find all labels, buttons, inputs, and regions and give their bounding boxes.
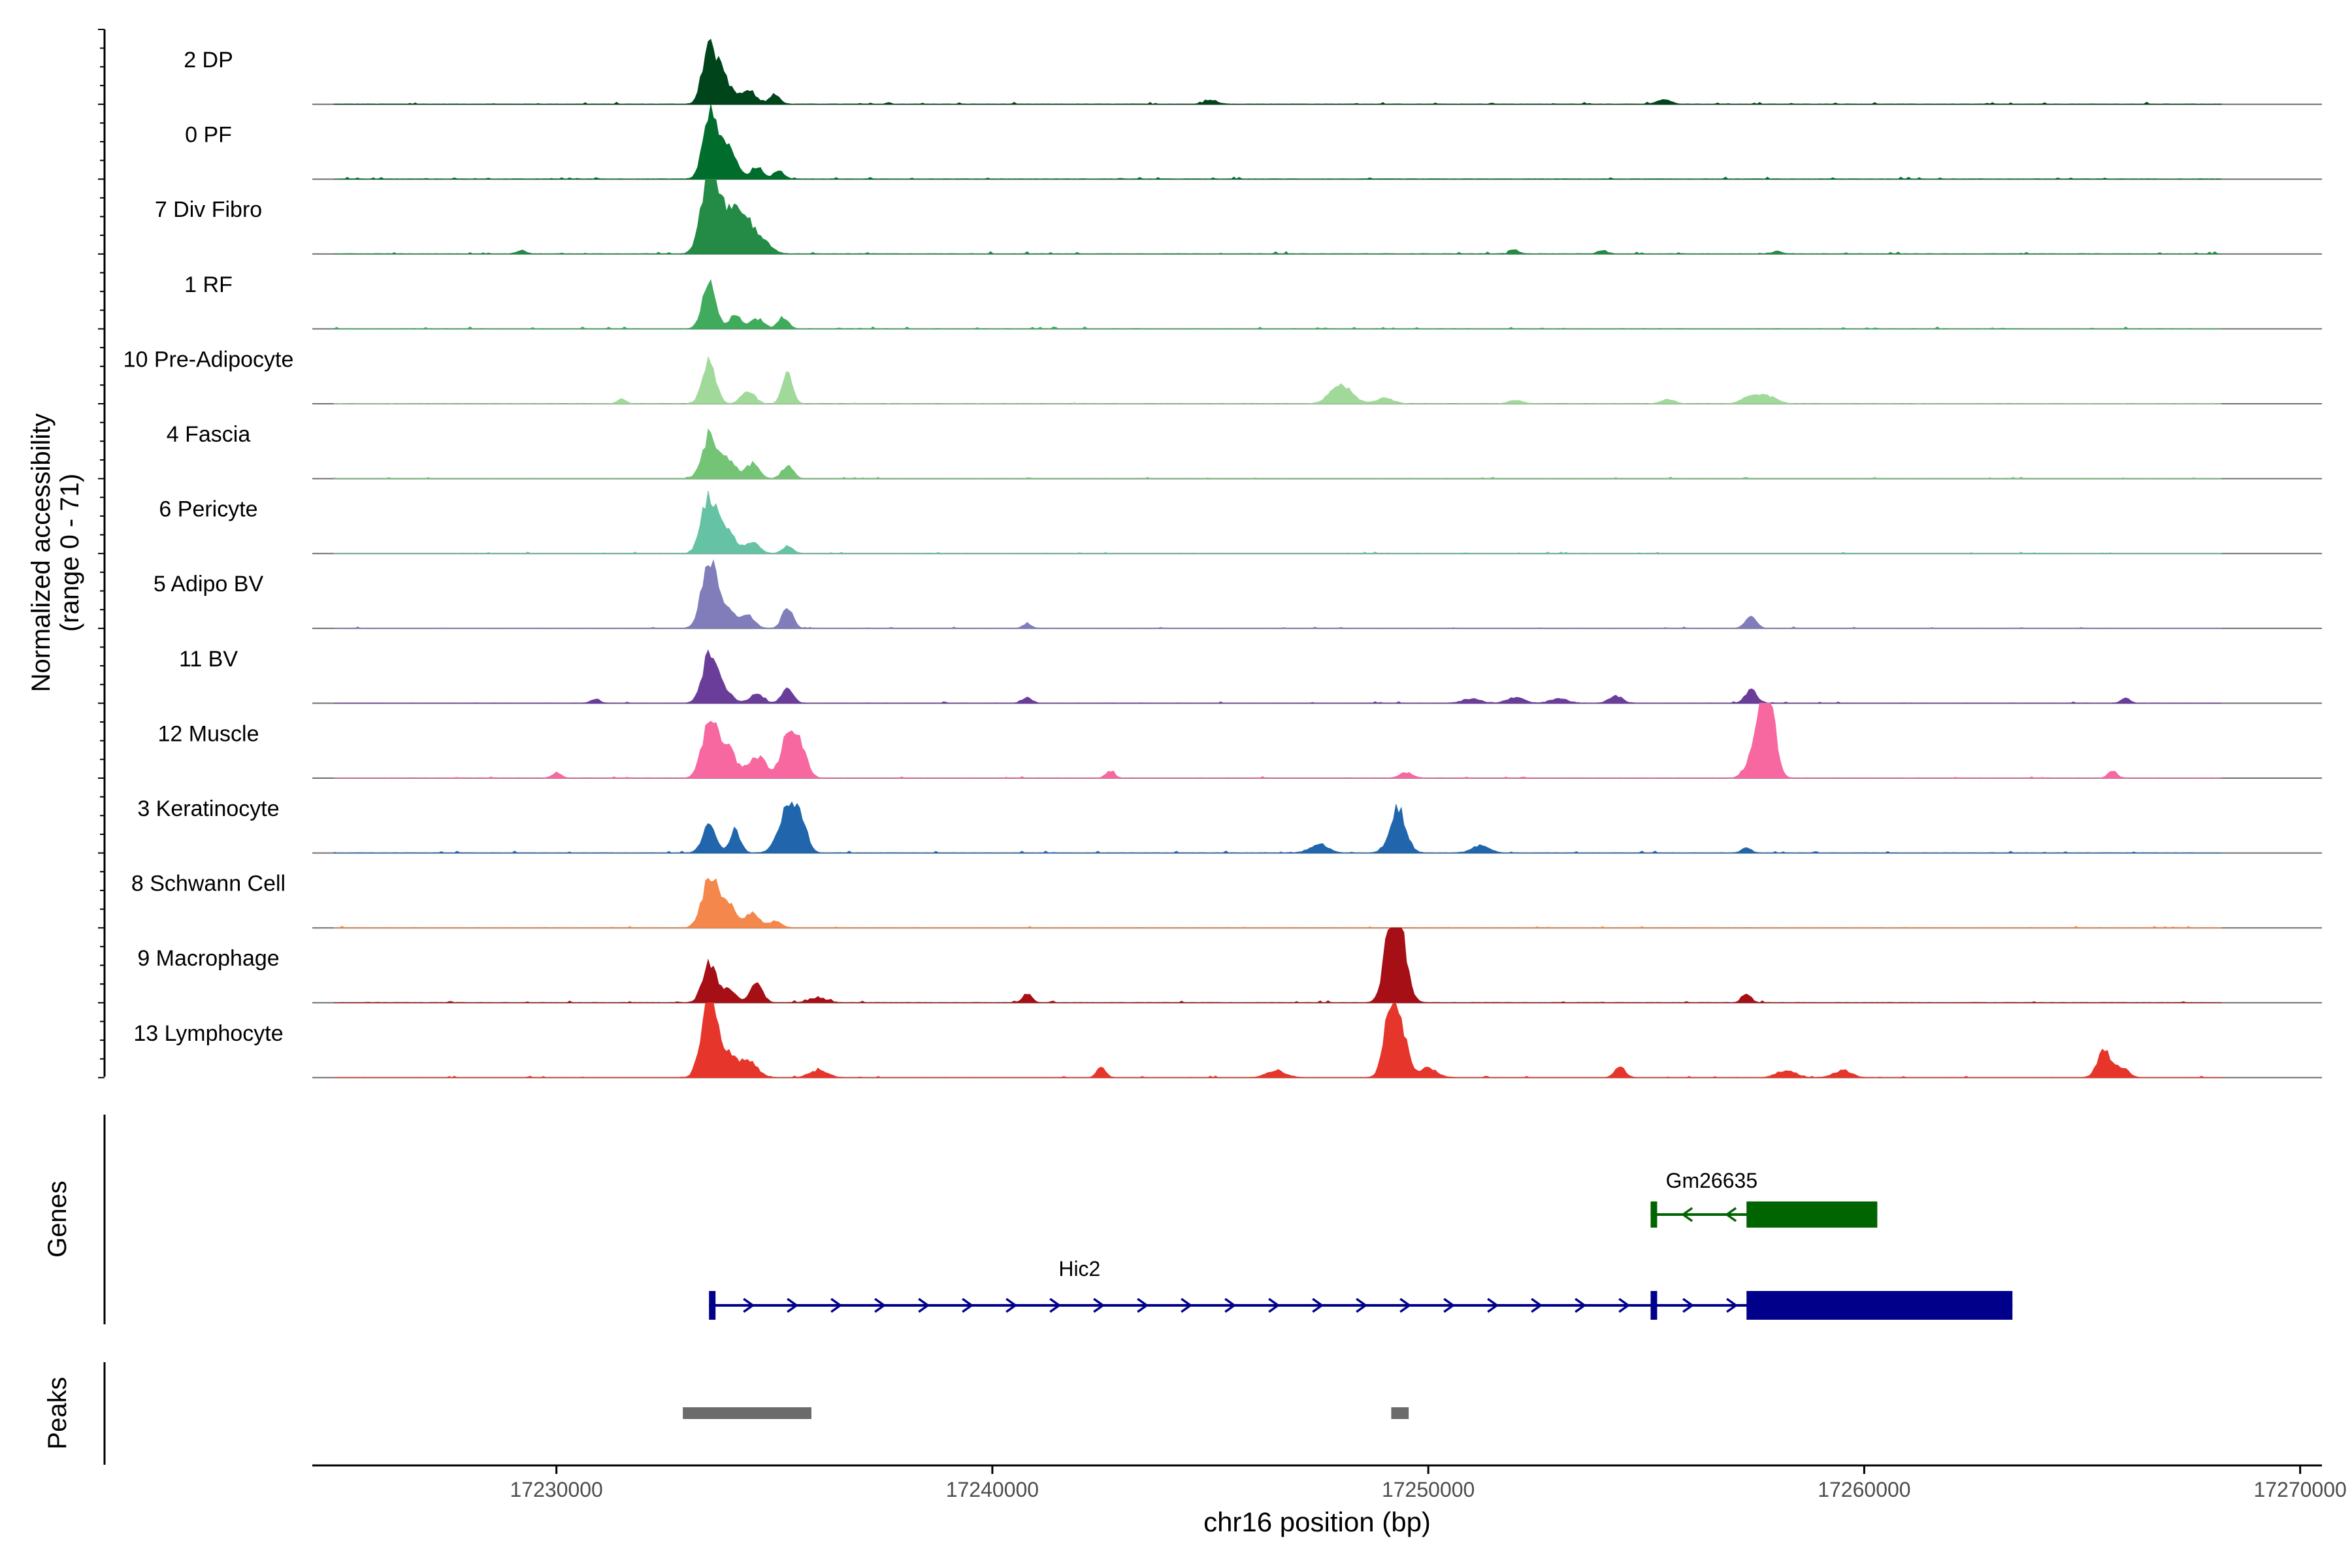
gene-strand-arrow	[1049, 1298, 1062, 1313]
gene-strand-arrow	[830, 1298, 843, 1313]
gene-strand-arrow	[1726, 1298, 1739, 1313]
x-tick-label: 17230000	[510, 1478, 602, 1501]
track-coverage-9-macrophage	[333, 927, 2222, 1004]
gene-label-gm26635: Gm26635	[1666, 1169, 1758, 1192]
gene-strand-arrow	[1618, 1298, 1631, 1313]
track-coverage-13-lymphocyte	[333, 1002, 2222, 1078]
x-tick-label: 17260000	[1818, 1478, 1910, 1501]
gene-strand-arrow	[1681, 1207, 1693, 1222]
gene-strand-arrow	[962, 1298, 974, 1313]
gene-exon-gm26635	[1746, 1201, 1878, 1228]
track-label-9-macrophage: 9 Macrophage	[137, 946, 279, 971]
track-label-8-schwann-cell: 8 Schwann Cell	[131, 872, 286, 896]
gene-strand-arrow	[1093, 1298, 1105, 1313]
track-label-12-muscle: 12 Muscle	[158, 721, 259, 746]
x-axis: 17230000 17240000 17250000 17260000 17270000	[510, 1465, 2347, 1501]
track-label-10-pre-adipocyte: 10 Pre-Adipocyte	[123, 347, 294, 372]
track-coverage-8-schwann-cell	[333, 877, 2222, 928]
x-tick-label: 17270000	[2253, 1478, 2346, 1501]
y-axis-label-line2: (range 0 - 71)	[56, 474, 84, 632]
gene-exon-hic2	[1746, 1291, 2013, 1320]
gene-strand-arrow	[1399, 1298, 1412, 1313]
gene-strand-arrow	[874, 1298, 887, 1313]
track-label-6-pericyte: 6 Pericyte	[159, 497, 257, 522]
track-label-3-keratinocyte: 3 Keratinocyte	[137, 796, 279, 821]
gene-label-hic2: Hic2	[1058, 1257, 1100, 1281]
gene-strand-arrow	[787, 1298, 799, 1313]
track-coverage-2-dp	[333, 39, 2222, 105]
track-label-1-rf: 1 RF	[184, 272, 233, 297]
gene-strand-arrow	[1682, 1298, 1695, 1313]
track-coverage-10-pre-adipocyte	[333, 355, 2222, 404]
gene-exon-gm26635	[1650, 1201, 1658, 1228]
gene-strand-arrow	[1312, 1298, 1324, 1313]
x-tick-label: 17240000	[946, 1478, 1039, 1501]
peaks-panel-label: Peaks	[43, 1377, 72, 1449]
gene-strand-arrow	[1137, 1298, 1149, 1313]
gene-strand-arrow	[918, 1298, 930, 1313]
peak-region-1	[683, 1407, 811, 1419]
track-label-7-div-fibro: 7 Div Fibro	[155, 197, 262, 222]
peak-region-2	[1391, 1407, 1409, 1419]
gene-annotations: Gm26635 Hic2	[709, 1169, 2013, 1320]
coverage-tracks: 2 DP 0 PF 7 Div Fibro 1 RF 10 Pre-Adipocyte 4…	[123, 39, 2322, 1079]
gene-strand-arrow	[1531, 1298, 1543, 1313]
track-coverage-3-keratinocyte	[333, 801, 2222, 854]
genes-panel-label: Genes	[43, 1181, 72, 1258]
gene-strand-arrow	[1181, 1298, 1193, 1313]
x-tick-label: 17250000	[1382, 1478, 1475, 1501]
gene-exon-hic2	[709, 1291, 716, 1320]
track-label-2-dp: 2 DP	[184, 48, 233, 73]
gene-exon-hic2	[1650, 1291, 1658, 1320]
track-coverage-12-muscle	[334, 702, 2222, 779]
track-coverage-7-div-fibro	[333, 178, 2222, 255]
track-coverage-5-adipo-bv	[333, 559, 2222, 629]
track-label-11-bv: 11 BV	[179, 647, 238, 672]
track-label-5-adipo-bv: 5 Adipo BV	[154, 572, 264, 596]
gene-strand-arrow	[1575, 1298, 1587, 1313]
track-label-13-lymphocyte: 13 Lymphocyte	[133, 1021, 283, 1046]
gene-strand-arrow	[1443, 1298, 1456, 1313]
y-axis-label-line1: Normalized accessibility	[27, 414, 56, 693]
x-axis-label: chr16 position (bp)	[1203, 1507, 1431, 1537]
track-coverage-6-pericyte	[333, 491, 2222, 554]
track-label-4-fascia: 4 Fascia	[167, 422, 251, 447]
gene-strand-arrow	[1487, 1298, 1499, 1313]
gene-strand-arrow	[1268, 1298, 1281, 1313]
track-label-0-pf: 0 PF	[185, 123, 232, 148]
gene-strand-arrow	[1356, 1298, 1368, 1313]
track-coverage-0-pf	[333, 104, 2222, 180]
gene-strand-arrow	[1005, 1298, 1018, 1313]
gene-strand-arrow	[1725, 1207, 1737, 1222]
track-coverage-1-rf	[333, 279, 2222, 329]
peak-regions	[683, 1407, 1409, 1419]
track-coverage-4-fascia	[333, 428, 2222, 480]
gene-strand-arrow	[1224, 1298, 1237, 1313]
gene-strand-arrow	[743, 1298, 755, 1313]
track-coverage-11-bv	[334, 649, 2222, 704]
